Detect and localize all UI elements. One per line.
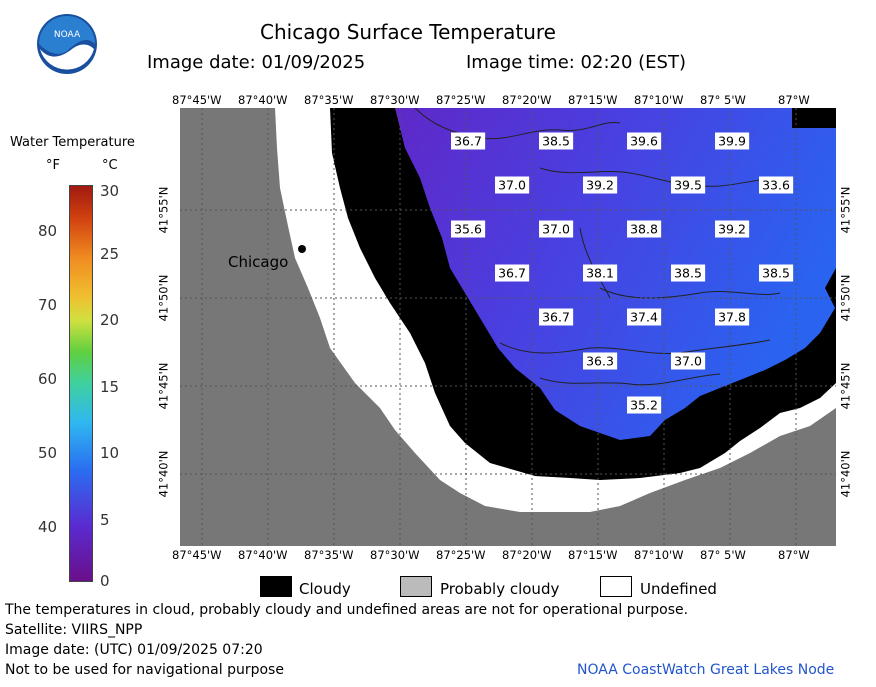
colorbar-c-tick: 0 [100, 572, 110, 590]
lat-label-left: 41°50'N [156, 274, 171, 322]
lon-label-top: 87°10'W [634, 93, 684, 107]
temp-label: 38.1 [583, 264, 617, 282]
image-date: Image date: 01/09/2025 [147, 52, 366, 73]
noaa-logo: NOAA [36, 13, 98, 75]
colorbar-f-tick: 50 [38, 444, 58, 462]
temp-label: 37.0 [671, 352, 705, 370]
colorbar-f-tick: 80 [38, 222, 58, 240]
lon-label-top: 87°45'W [172, 93, 222, 107]
lon-label-top: 87°35'W [304, 93, 354, 107]
legend-swatch-probably-cloudy [400, 576, 432, 597]
contour-line [539, 167, 791, 187]
navigation-warning: Not to be used for navigational purpose [5, 662, 284, 678]
legend-swatch-undefined [600, 576, 632, 597]
chicago-marker [298, 245, 306, 253]
credit-link[interactable]: NOAA CoastWatch Great Lakes Node [577, 662, 835, 678]
legend-label-probably-cloudy: Probably cloudy [440, 580, 560, 598]
temp-label: 39.2 [715, 220, 749, 238]
lon-label-bottom: 87°W [778, 548, 810, 562]
temp-label: 39.5 [671, 176, 705, 194]
temp-label: 37.0 [539, 220, 573, 238]
temp-label: 33.6 [759, 176, 793, 194]
colorbar-f-tick: 40 [38, 518, 58, 536]
lon-label-bottom: 87°25'W [436, 548, 486, 562]
lon-label-top: 87°40'W [238, 93, 288, 107]
temp-label: 38.8 [627, 220, 661, 238]
temp-label: 36.7 [539, 308, 573, 326]
lon-label-top: 87°W [778, 93, 810, 107]
city-label: Chicago [228, 253, 289, 271]
lat-label-left: 41°40'N [156, 450, 171, 498]
utc-date: Image date: (UTC) 01/09/2025 07:20 [5, 642, 263, 658]
image-time: Image time: 02:20 (EST) [466, 52, 686, 73]
colorbar-unit-c: °C [102, 158, 118, 173]
colorbar-c-tick: 20 [100, 311, 120, 329]
lon-label-bottom: 87° 5'W [700, 548, 746, 562]
temp-label: 39.9 [715, 132, 749, 150]
colorbar [69, 185, 93, 582]
legend-label-cloudy: Cloudy [299, 580, 351, 598]
lon-label-top: 87°25'W [436, 93, 486, 107]
colorbar-title: Water Temperature [10, 135, 135, 150]
temp-label: 39.6 [627, 132, 661, 150]
lat-label-left: 41°45'N [156, 362, 171, 410]
temp-label: 38.5 [759, 264, 793, 282]
lat-label-right: 41°45'N [838, 362, 853, 410]
temp-label: 38.5 [671, 264, 705, 282]
contour-line [539, 373, 721, 386]
colorbar-c-tick: 25 [100, 245, 120, 263]
satellite-info: Satellite: VIIRS_NPP [5, 622, 143, 638]
temp-label: 35.2 [627, 396, 661, 414]
contour-line [599, 287, 781, 299]
lon-label-bottom: 87°35'W [304, 548, 354, 562]
temp-label: 39.2 [583, 176, 617, 194]
lon-label-top: 87°30'W [370, 93, 420, 107]
temp-label: 37.4 [627, 308, 661, 326]
colorbar-c-tick: 15 [100, 378, 120, 396]
colorbar-c-tick: 10 [100, 444, 120, 462]
contour-line [499, 339, 771, 355]
temp-label: 37.0 [495, 176, 529, 194]
lon-label-top: 87°15'W [568, 93, 618, 107]
legend-swatch-cloudy [260, 576, 292, 597]
lon-label-bottom: 87°10'W [634, 548, 684, 562]
colorbar-f-tick: 70 [38, 296, 58, 314]
page-title: Chicago Surface Temperature [260, 20, 556, 44]
lon-label-top: 87°20'W [502, 93, 552, 107]
temp-label: 36.7 [451, 132, 485, 150]
lat-label-right: 41°40'N [838, 450, 853, 498]
colorbar-c-tick: 5 [100, 511, 110, 529]
colorbar-c-tick: 30 [100, 182, 120, 200]
lat-label-left: 41°55'N [156, 186, 171, 234]
temp-label: 35.6 [451, 220, 485, 238]
lat-label-right: 41°50'N [838, 274, 853, 322]
logo-text: NOAA [54, 30, 81, 40]
lon-label-bottom: 87°45'W [172, 548, 222, 562]
lon-label-top: 87° 5'W [700, 93, 746, 107]
temp-label: 36.7 [495, 264, 529, 282]
legend-label-undefined: Undefined [640, 580, 717, 598]
temp-label: 37.8 [715, 308, 749, 326]
lon-label-bottom: 87°40'W [238, 548, 288, 562]
colorbar-f-tick: 60 [38, 370, 58, 388]
temp-label: 36.3 [583, 352, 617, 370]
map-panel: 36.7 38.5 39.6 39.9 37.0 39.2 39.5 33.6 … [180, 108, 836, 546]
temp-label: 38.5 [539, 132, 573, 150]
lon-label-bottom: 87°15'W [568, 548, 618, 562]
disclaimer: The temperatures in cloud, probably clou… [5, 602, 689, 618]
lon-label-bottom: 87°20'W [502, 548, 552, 562]
colorbar-unit-f: °F [46, 158, 60, 173]
contour-line [414, 108, 621, 140]
graticule [180, 108, 836, 546]
lon-label-bottom: 87°30'W [370, 548, 420, 562]
lat-label-right: 41°55'N [838, 186, 853, 234]
